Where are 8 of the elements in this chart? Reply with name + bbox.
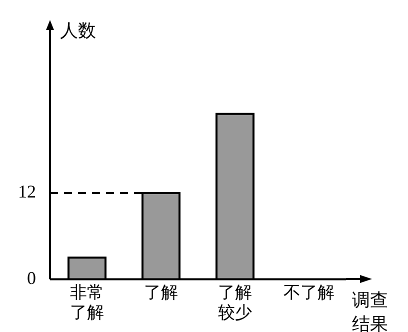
x-axis-title: 调查结果 bbox=[352, 290, 388, 332]
y-axis-title: 人数 bbox=[60, 20, 96, 42]
x-tick-label: 非常了解 bbox=[70, 282, 104, 324]
x-tick-label: 了解较少 bbox=[218, 282, 252, 324]
y-tick-label: 0 bbox=[27, 268, 36, 288]
x-tick-label: 不了解 bbox=[284, 282, 334, 303]
y-tick-label: 12 bbox=[18, 182, 36, 202]
x-tick-label: 了解 bbox=[144, 282, 178, 303]
